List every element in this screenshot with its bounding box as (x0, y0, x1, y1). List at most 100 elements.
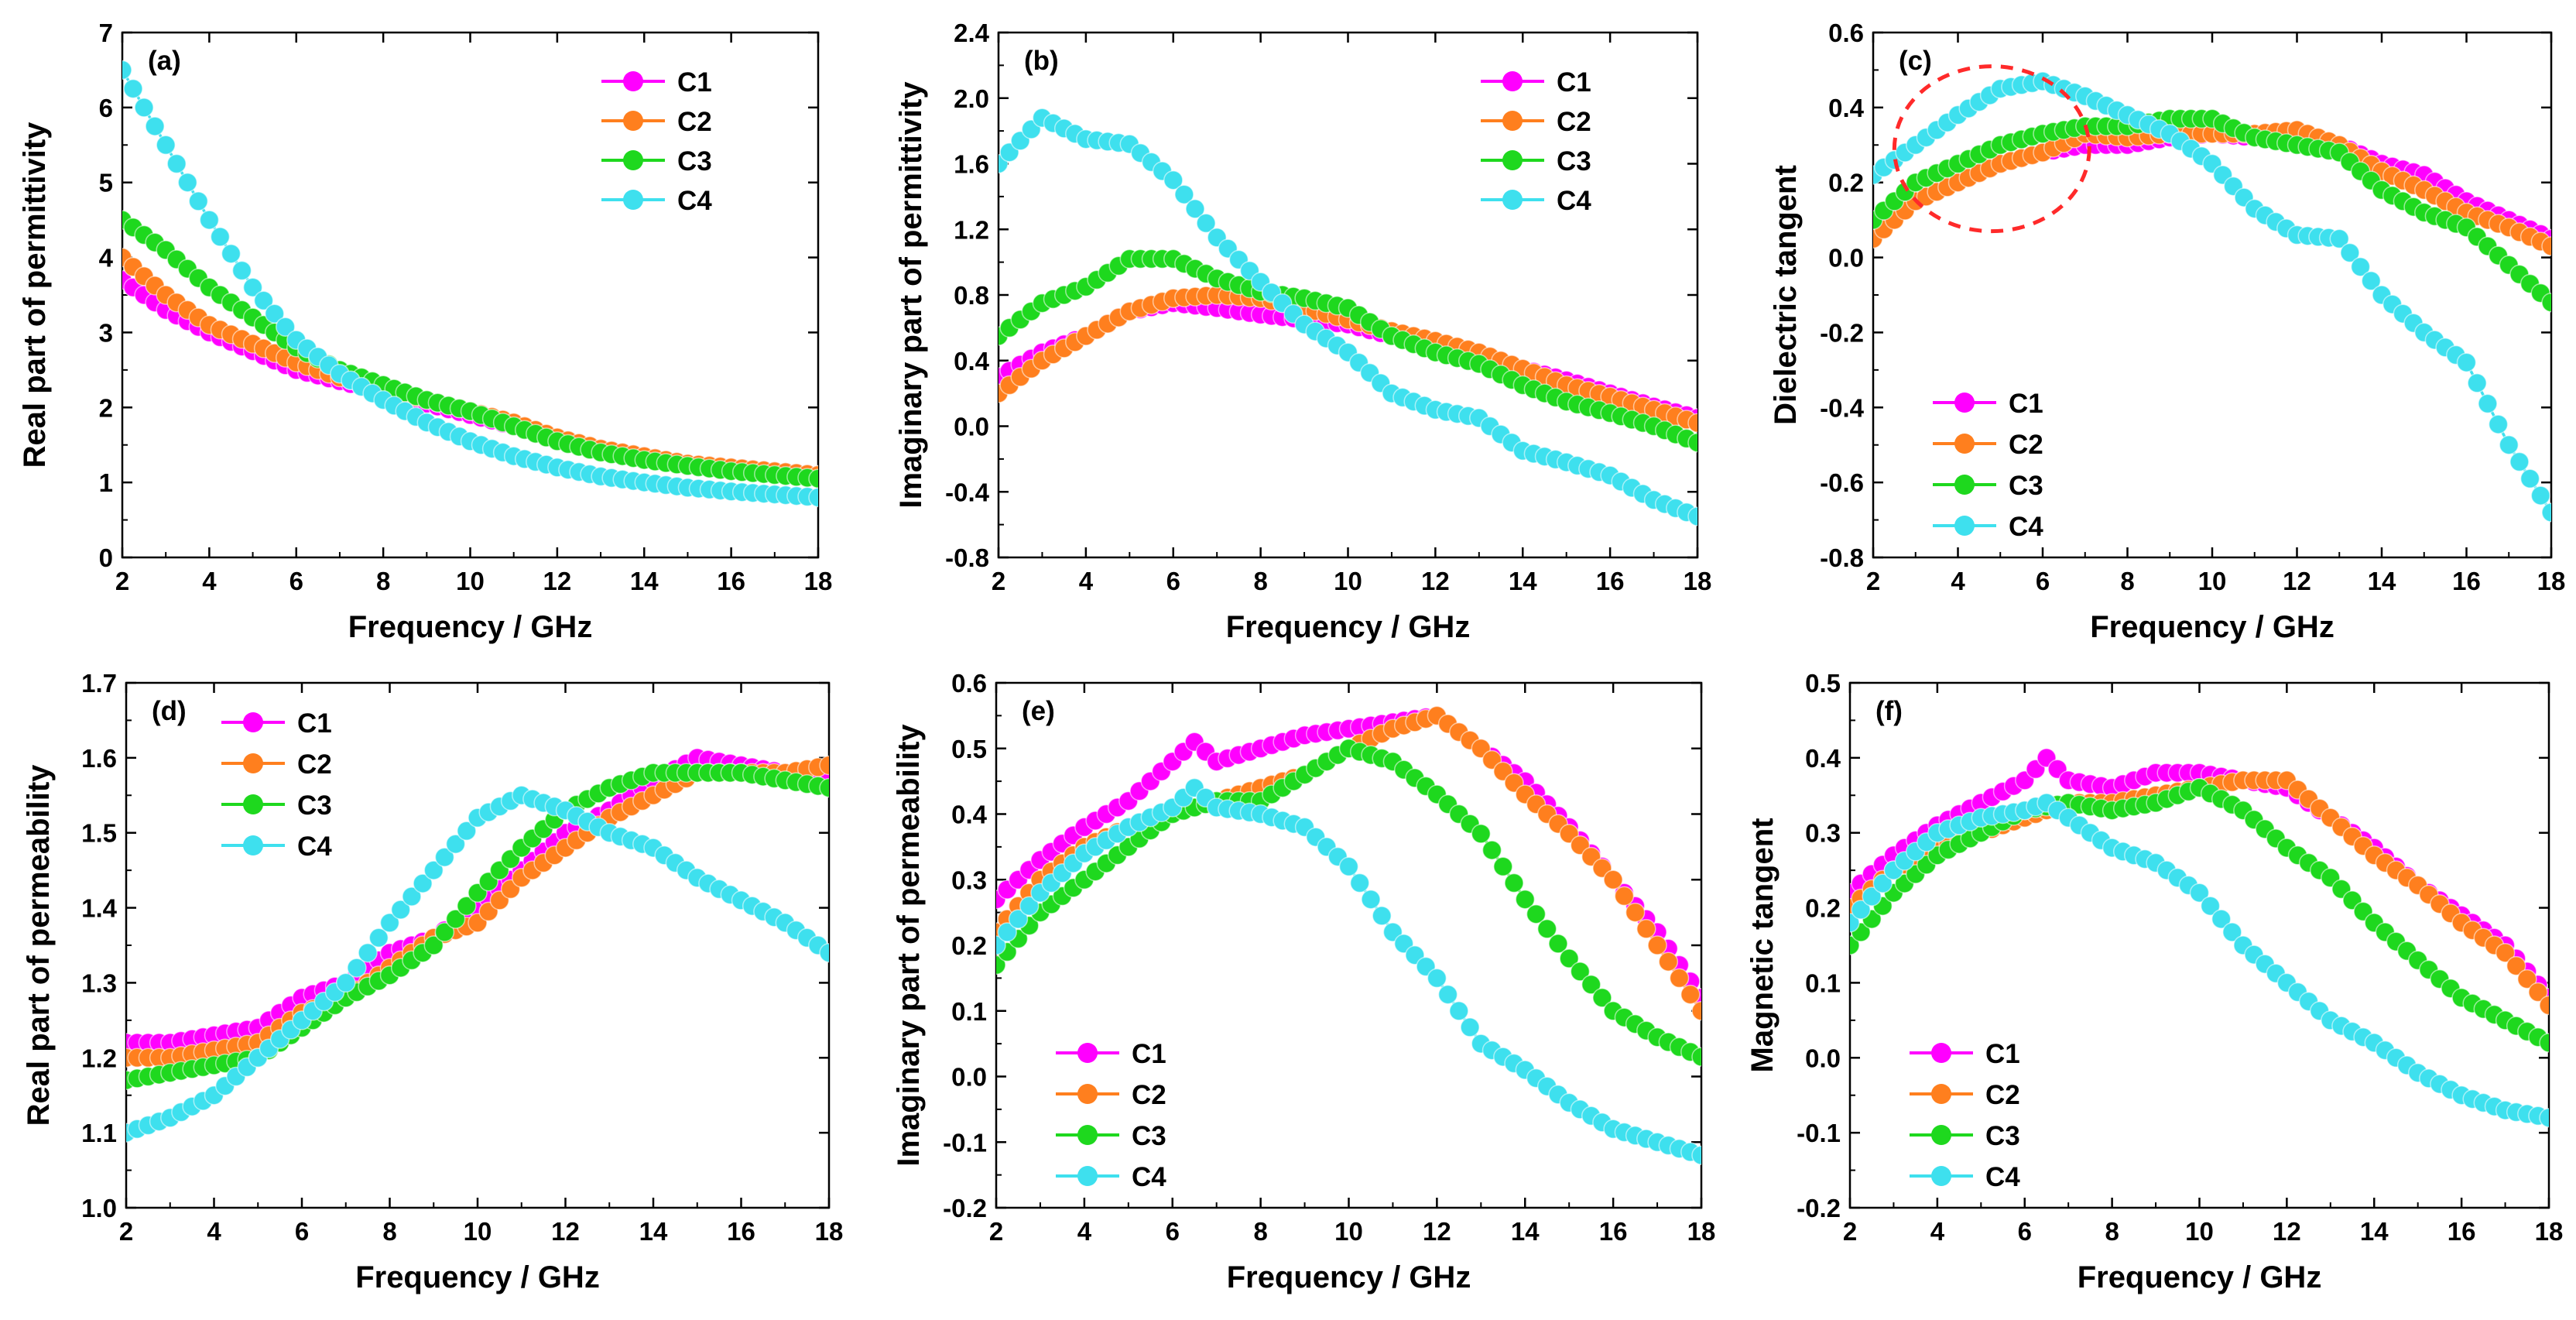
legend-label-C1: C1 (1985, 1039, 2020, 1069)
series-point-C4 (1185, 199, 1205, 219)
series-point-C4 (1691, 1145, 1701, 1165)
legend-label-C4: C4 (1985, 1162, 2020, 1192)
series-point-C4 (2467, 373, 2487, 393)
series-point-C4 (2361, 271, 2382, 291)
legend-marker-C3 (623, 150, 643, 170)
series-group (122, 60, 818, 508)
x-tick-label: 10 (464, 1217, 492, 1246)
legend-marker-C4 (1954, 516, 1975, 536)
x-tick-label: 12 (2283, 567, 2311, 595)
series-point-C4 (1196, 213, 1216, 234)
y-tick-label: 0.6 (1828, 19, 1864, 47)
series-point-C4 (445, 834, 466, 854)
series-point-C4 (177, 172, 198, 193)
legend: C1 C2 C3 C4 (1933, 389, 2043, 542)
legend-marker-C4 (243, 835, 263, 855)
series-point-C2 (1691, 1001, 1701, 1021)
x-tick-label: 4 (1077, 1217, 1092, 1246)
series-point-C3 (819, 777, 829, 798)
series-point-C3 (434, 922, 455, 942)
series-point-C4 (2519, 468, 2540, 489)
legend-label-C1: C1 (297, 708, 332, 739)
series-point-C4 (2350, 256, 2371, 277)
legend-label-C3: C3 (297, 790, 332, 821)
x-tick-label: 6 (1166, 1217, 1180, 1246)
legend-marker-C2 (1954, 434, 1975, 454)
legend-marker-C2 (1077, 1084, 1098, 1104)
x-tick-label: 14 (1511, 1217, 1540, 1246)
y-tick-label: 0.2 (951, 931, 987, 960)
series-point-C4 (1460, 1017, 1480, 1037)
legend-label-C3: C3 (677, 146, 712, 177)
series-point-C4 (1449, 1001, 1469, 1021)
y-axis-title: Real part of permittivity (18, 122, 52, 468)
legend-marker-C4 (1502, 190, 1523, 210)
x-tick-label: 8 (382, 1217, 396, 1246)
legend-label-C4: C4 (2009, 512, 2043, 542)
y-tick-label: -0.6 (1820, 468, 1864, 497)
x-tick-label: 12 (1423, 1217, 1451, 1246)
series-point-C4 (199, 210, 220, 230)
series-point-C4 (2539, 1108, 2549, 1128)
x-tick-label: 16 (717, 567, 745, 595)
y-tick-label: 1.6 (954, 150, 989, 179)
y-tick-label: 0.8 (954, 281, 989, 310)
series-point-C4 (166, 153, 187, 174)
series-point-C4 (2530, 485, 2551, 506)
series-point-C4 (997, 922, 1017, 942)
series-point-C4 (2478, 393, 2498, 414)
x-tick-label: 8 (2105, 1217, 2119, 1246)
series-point-C3 (1592, 988, 1612, 1008)
x-tick-label: 18 (815, 1217, 844, 1246)
x-tick-label: 2 (1843, 1217, 1857, 1246)
series-point-C4 (122, 60, 132, 81)
y-tick-label: 0.0 (1828, 244, 1864, 273)
series-point-C4 (275, 317, 296, 337)
x-tick-label: 8 (376, 567, 390, 595)
series-point-C4 (123, 78, 143, 99)
series-point-C4 (2329, 228, 2350, 249)
series-line-C3 (996, 747, 1701, 1058)
panel-b: 2 4 6 8 10 12 14 16 18 -0.8 -0.4 0.0 0.4 0.8 1.2 1.6 2.0… (894, 19, 1711, 644)
x-tick-label: 2 (115, 567, 129, 595)
series-point-C4 (402, 886, 422, 907)
series-point-C4 (242, 277, 263, 298)
legend-marker-C2 (1502, 111, 1523, 131)
legend: C1 C2 C3 C4 (1056, 1039, 1166, 1192)
series-point-C4 (336, 972, 356, 993)
series-point-C2 (1658, 951, 1679, 972)
series-point-C4 (2189, 883, 2210, 903)
y-tick-label: 0.6 (951, 669, 987, 698)
x-tick-label: 12 (551, 1217, 580, 1246)
x-tick-label: 14 (630, 567, 659, 595)
x-tick-label: 16 (2452, 567, 2481, 595)
series-point-C3 (1559, 948, 1579, 969)
y-tick-label: 0.3 (1805, 819, 1841, 848)
series-point-C3 (1536, 919, 1557, 939)
x-tick-label: 4 (1930, 1217, 1945, 1246)
series-point-C3 (1581, 975, 1601, 995)
legend-label-C1: C1 (2009, 389, 2043, 419)
legend-marker-C1 (1077, 1043, 1098, 1063)
series-point-C4 (2456, 352, 2477, 372)
legend-label-C2: C2 (2009, 430, 2043, 460)
x-tick-label: 10 (456, 567, 485, 595)
panel-label: (d) (152, 696, 187, 726)
series-point-C4 (2499, 434, 2519, 455)
legend: C1 C2 C3 C4 (601, 67, 712, 216)
y-tick-label: 5 (99, 169, 113, 197)
y-tick-label: 1.0 (81, 1194, 117, 1222)
legend-label-C3: C3 (1985, 1121, 2020, 1151)
panel-e: 2 4 6 8 10 12 14 16 18 -0.2 -0.1 0.0 0.1 0.2 0.3 0.4 0.5… (892, 669, 1715, 1294)
legend-label-C2: C2 (297, 749, 332, 780)
legend-marker-C1 (243, 712, 263, 732)
panel-c: 2 4 6 8 10 12 14 16 18 -0.8 -0.6 -0.4 -0.2 0.0 0.2 0.4 0… (1769, 19, 2565, 644)
series-point-C4 (347, 958, 367, 978)
y-tick-label: 1.4 (81, 894, 118, 923)
series-point-C4 (231, 260, 252, 281)
y-tick-label: 1.5 (81, 819, 117, 848)
series-point-C3 (1493, 856, 1513, 877)
series-point-C4 (134, 98, 154, 118)
series-point-C2 (1614, 886, 1635, 907)
